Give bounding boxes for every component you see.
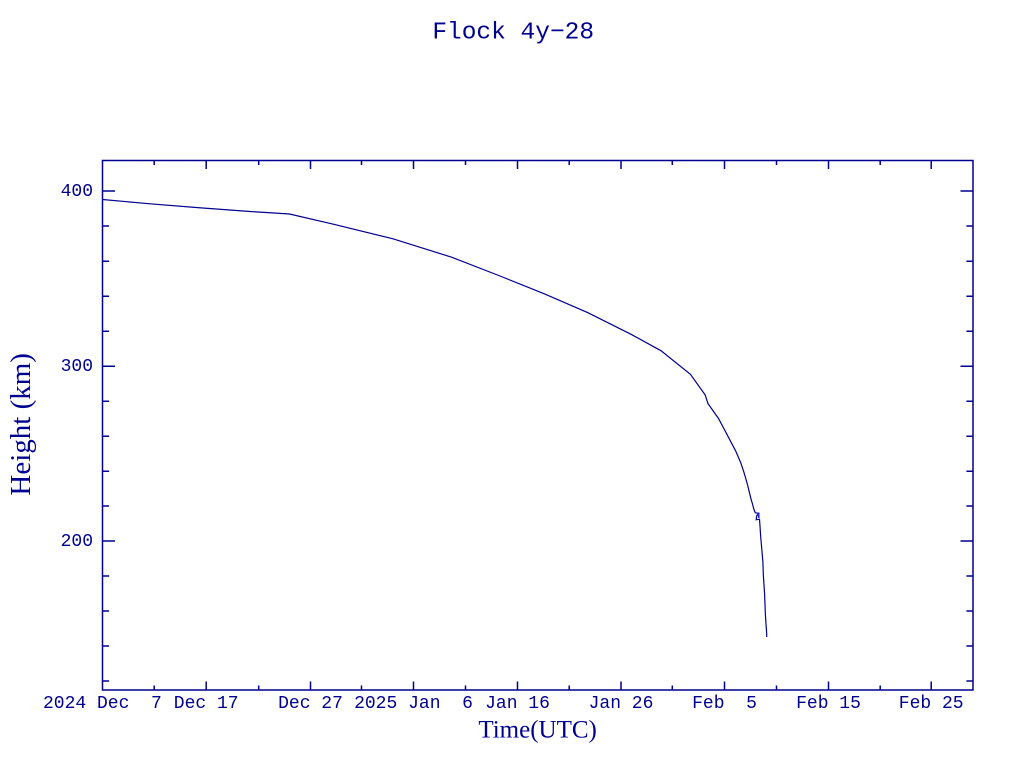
svg-text:300: 300 — [61, 357, 93, 377]
svg-text:Jan 26: Jan 26 — [589, 694, 654, 714]
svg-text:Height (km): Height (km) — [5, 353, 37, 496]
svg-text:2024 Dec 7: 2024 Dec 7 — [43, 694, 162, 714]
svg-text:Time(UTC): Time(UTC) — [478, 717, 597, 744]
svg-text:Jan 16: Jan 16 — [485, 694, 550, 714]
svg-text:Dec 27: Dec 27 — [278, 694, 343, 714]
svg-text:2025 Jan 6: 2025 Jan 6 — [354, 694, 473, 714]
svg-text:400: 400 — [61, 182, 93, 202]
svg-text:200: 200 — [61, 532, 93, 552]
svg-text:Dec 17: Dec 17 — [174, 694, 239, 714]
svg-text:Feb 25: Feb 25 — [899, 694, 964, 714]
svg-text:Feb 15: Feb 15 — [796, 694, 861, 714]
svg-text:Feb 5: Feb 5 — [692, 694, 757, 714]
svg-text:Flock 4y−28: Flock 4y−28 — [432, 20, 594, 47]
